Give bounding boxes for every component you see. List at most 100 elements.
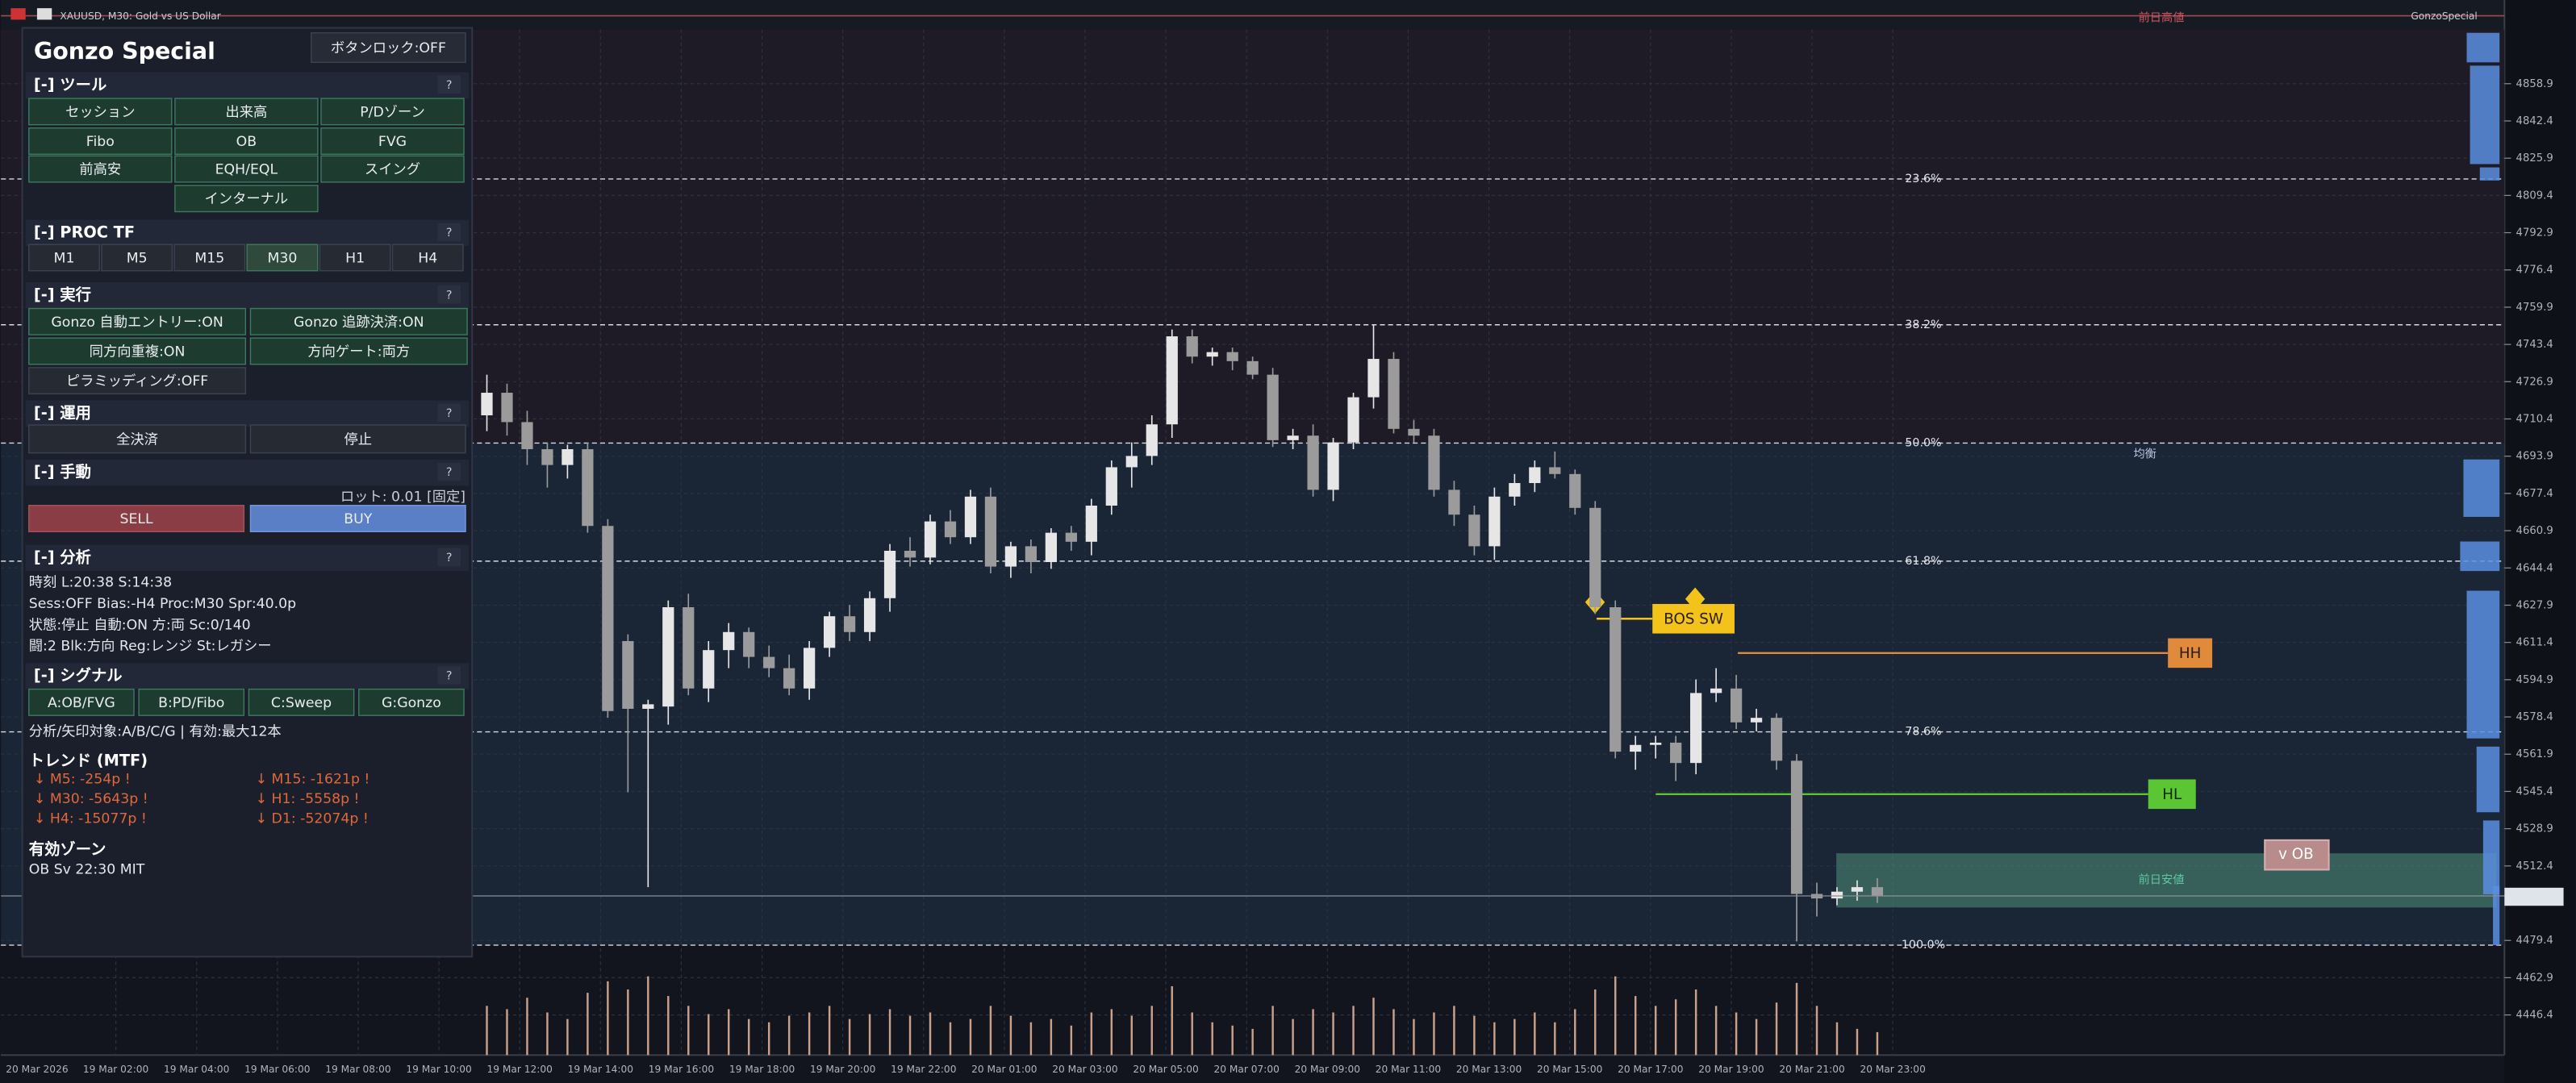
button[interactable] <box>246 244 319 272</box>
candle-body <box>582 449 594 527</box>
button[interactable] <box>249 307 468 335</box>
button[interactable] <box>28 307 247 335</box>
button[interactable] <box>249 424 466 454</box>
button[interactable] <box>28 337 247 365</box>
button-label[interactable]: EQH/EQL <box>215 162 278 178</box>
button[interactable] <box>174 98 319 126</box>
button[interactable] <box>28 367 247 395</box>
button[interactable] <box>28 98 173 126</box>
button-label[interactable]: M15 <box>194 250 224 266</box>
button-label[interactable]: ピラミッディング:OFF <box>66 373 208 389</box>
button-label[interactable]: 全決済 <box>116 431 158 448</box>
button[interactable] <box>249 505 466 533</box>
button-label[interactable]: セッション <box>65 104 135 120</box>
candle-body <box>1670 742 1682 764</box>
button[interactable] <box>174 127 319 155</box>
candle-body <box>1630 744 1642 752</box>
zone-title: 有効ゾーン <box>29 840 106 859</box>
help[interactable]: ? <box>446 466 453 479</box>
help-box[interactable] <box>437 285 461 304</box>
candle-body <box>1166 336 1178 425</box>
button[interactable] <box>320 98 465 126</box>
analysis-line: 時刻 L:20:38 S:14:38 <box>29 574 172 590</box>
button-label[interactable]: Gonzo 自動エントリー:ON <box>51 314 223 331</box>
button-label[interactable]: H4 <box>418 250 437 266</box>
button[interactable] <box>319 244 391 272</box>
candle-body <box>1246 360 1259 375</box>
button[interactable] <box>138 688 245 716</box>
button[interactable] <box>28 424 247 454</box>
button-label[interactable]: 方向ゲート:両方 <box>307 344 410 360</box>
candle-body <box>1307 435 1319 490</box>
analysis-line: 状態:停止 自動:ON 方:両 Sc:0/140 <box>29 617 251 633</box>
button-label[interactable]: インターナル <box>205 191 289 207</box>
help-box[interactable] <box>437 462 461 481</box>
button[interactable] <box>320 155 465 183</box>
volume-profile <box>2470 65 2500 165</box>
help-box[interactable] <box>437 403 461 422</box>
button[interactable] <box>173 244 246 272</box>
button-label[interactable]: A:OB/FVG <box>48 695 115 711</box>
button-label[interactable]: 出来高 <box>225 104 267 120</box>
zone-line: OB Sv 22:30 MIT <box>29 861 145 877</box>
help-box[interactable] <box>437 223 461 242</box>
candle-body <box>622 640 634 709</box>
x-tick-label: 20 Mar 13:00 <box>1456 1064 1522 1075</box>
help[interactable]: ? <box>446 289 453 302</box>
button-label[interactable]: Gonzo 追跡決済:ON <box>294 314 424 331</box>
button-label[interactable]: P/Dゾーン <box>360 104 425 120</box>
button-label[interactable]: M5 <box>127 250 148 266</box>
y-tick-label: 4693.9 <box>2516 451 2553 463</box>
candle-body <box>804 648 816 689</box>
button-label[interactable]: BUY <box>344 511 373 527</box>
help[interactable]: ? <box>446 552 453 564</box>
hh-label: HH <box>2179 645 2202 662</box>
y-tick-label: 4446.4 <box>2516 1010 2553 1022</box>
help[interactable]: ? <box>446 407 453 420</box>
button[interactable] <box>248 688 355 716</box>
button[interactable] <box>28 688 135 716</box>
button-label[interactable]: OB <box>236 134 257 150</box>
button[interactable] <box>28 127 173 155</box>
button-label[interactable]: M1 <box>54 250 75 266</box>
button-label[interactable]: FVG <box>378 134 407 150</box>
x-tick-label: 20 Mar 07:00 <box>1214 1064 1280 1075</box>
button-label[interactable]: C:Sweep <box>271 695 332 711</box>
ob-box <box>2264 839 2330 871</box>
help[interactable]: ? <box>446 669 453 682</box>
button[interactable] <box>174 185 319 213</box>
button[interactable] <box>174 155 319 183</box>
y-tick-label: 4677.4 <box>2516 488 2553 500</box>
title-bar <box>1 0 2505 30</box>
button-label[interactable]: 前高安 <box>79 162 121 178</box>
button-label[interactable]: 停止 <box>344 431 372 448</box>
button[interactable] <box>28 155 173 183</box>
help[interactable]: ? <box>446 227 453 240</box>
button-label[interactable]: SELL <box>119 511 153 527</box>
button-label[interactable]: M30 <box>267 250 297 266</box>
button[interactable] <box>320 127 465 155</box>
candle-body <box>1287 435 1299 440</box>
button[interactable] <box>28 505 245 533</box>
button[interactable] <box>101 244 173 272</box>
button-label[interactable]: G:Gonzo <box>382 695 441 711</box>
help-box[interactable] <box>437 666 461 685</box>
help[interactable]: ? <box>446 79 453 92</box>
help-box[interactable] <box>437 548 461 567</box>
x-tick-label: 20 Mar 05:00 <box>1133 1064 1198 1075</box>
button-label[interactable]: スイング <box>365 162 420 178</box>
help-box[interactable] <box>437 75 461 94</box>
button-label[interactable]: Fibo <box>86 134 115 150</box>
button[interactable] <box>311 31 466 64</box>
candle-body <box>602 526 614 711</box>
button[interactable] <box>249 337 468 365</box>
button-label[interactable]: B:PD/Fibo <box>158 695 224 711</box>
button[interactable] <box>391 244 464 272</box>
button-label[interactable]: 同方向重複:ON <box>90 344 186 360</box>
button-label[interactable]: H1 <box>345 250 365 266</box>
button-label[interactable]: ボタンロック:OFF <box>331 40 446 56</box>
button[interactable] <box>28 244 100 272</box>
app-icon <box>36 8 52 20</box>
button[interactable] <box>358 688 465 716</box>
x-tick-label: 19 Mar 22:00 <box>891 1064 956 1075</box>
